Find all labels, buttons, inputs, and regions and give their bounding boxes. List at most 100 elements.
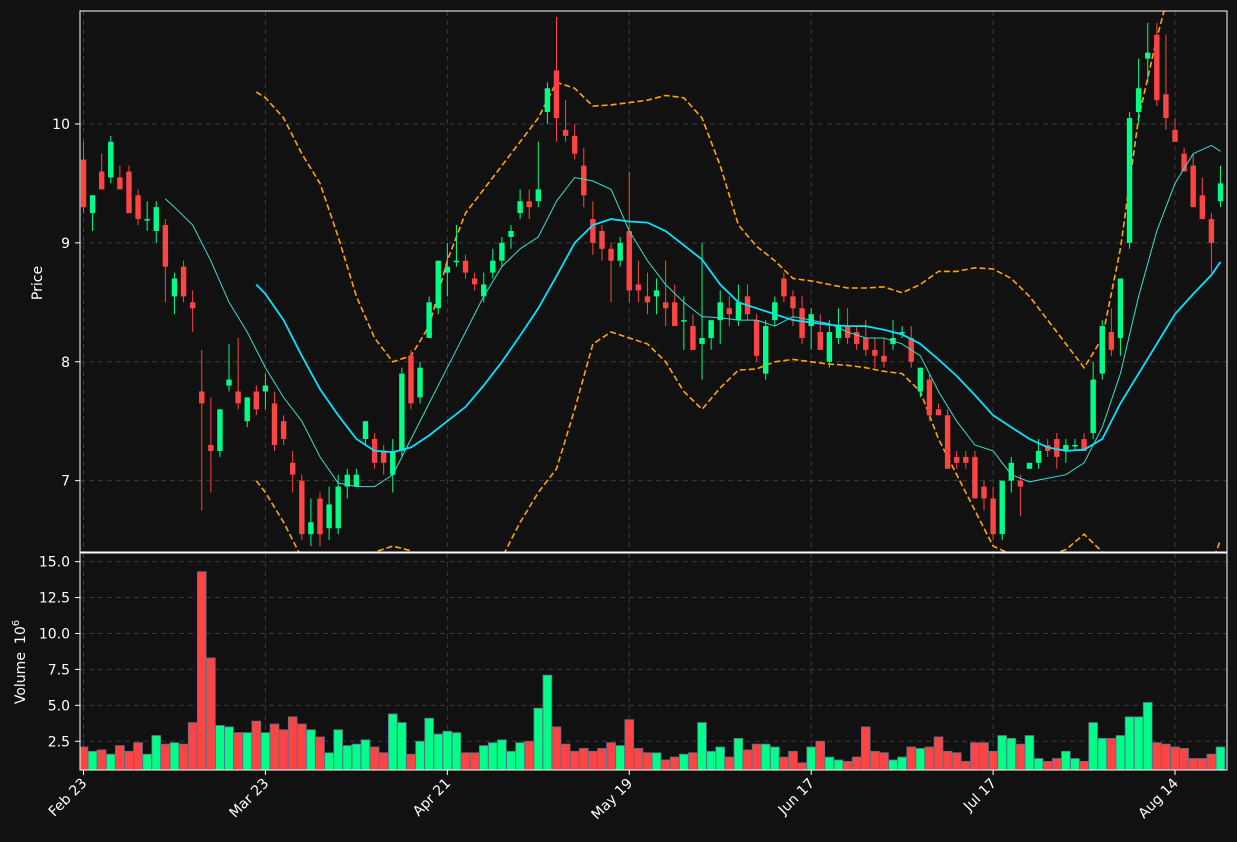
moving-averages: [165, 144, 1222, 488]
candle-body: [317, 498, 323, 535]
volume-bar: [833, 759, 844, 770]
price-tick-label: 7: [61, 474, 70, 490]
candle-body: [408, 355, 414, 404]
volume-bar: [815, 740, 826, 770]
volume-bar: [669, 756, 680, 770]
candle-body: [89, 195, 96, 214]
candle-body: [672, 302, 678, 327]
volume-bar: [415, 740, 425, 770]
candle-body: [208, 444, 214, 451]
volume-bar: [142, 753, 152, 770]
volume-bar: [233, 732, 243, 770]
volume-bar: [506, 750, 516, 770]
candle-body: [726, 308, 733, 315]
moving-average-line: [165, 144, 1221, 488]
volume-bar: [1070, 758, 1080, 770]
volume-bar: [879, 752, 889, 770]
candle-body: [626, 230, 632, 291]
volume-bar: [287, 716, 298, 770]
volume-tick-label: 5.0: [48, 698, 70, 714]
candle-body: [763, 326, 769, 374]
candle-body: [299, 480, 305, 535]
volume-bar: [933, 736, 944, 770]
candle-body: [1099, 326, 1105, 374]
candle-body: [1063, 444, 1069, 451]
volume-bar: [1124, 716, 1135, 770]
candle-body: [517, 201, 523, 214]
candle-body: [990, 498, 996, 535]
candle-body: [553, 70, 560, 119]
candle-body: [335, 486, 341, 529]
volume-tick-label: 12.5: [39, 591, 70, 607]
volume-bar: [342, 745, 353, 770]
candle-body: [708, 320, 714, 338]
candle-body: [290, 462, 296, 475]
candle-body: [1126, 118, 1133, 243]
candle-body: [753, 320, 760, 356]
candle-body: [453, 260, 460, 263]
volume-bar: [715, 746, 726, 770]
price-axes: 7 8 9 10: [52, 10, 1228, 553]
candle-body: [735, 302, 742, 321]
volume-bar: [615, 745, 625, 770]
volume-bar: [688, 752, 698, 770]
candle-body: [462, 260, 469, 273]
volume-bar: [970, 742, 980, 770]
candle-body: [772, 302, 778, 321]
candle-body: [199, 391, 205, 404]
candle-body: [353, 474, 360, 487]
volume-bar: [633, 748, 644, 770]
candle-body: [144, 219, 150, 221]
candle-body: [635, 284, 642, 291]
candle-body: [1017, 480, 1024, 487]
volume-bar: [697, 722, 707, 770]
volume-axis-offset-exponent: 6: [11, 620, 22, 626]
candle-body: [535, 189, 541, 202]
volume-bar: [1197, 758, 1208, 770]
volume-bar: [169, 742, 180, 770]
candle-body: [1090, 379, 1096, 434]
volume-bar: [597, 748, 607, 770]
volume-bar: [105, 753, 116, 770]
candle-body: [1035, 450, 1042, 463]
volume-bar: [1106, 737, 1117, 770]
candle-body: [226, 379, 232, 386]
candle-body: [1054, 439, 1060, 457]
volume-bar: [224, 726, 234, 770]
volume-bar: [260, 732, 271, 770]
volume-bar: [824, 756, 835, 770]
volume-bar: [769, 746, 780, 770]
volume-bar: [497, 739, 507, 770]
candle-body: [699, 337, 705, 344]
volume-bar: [988, 750, 998, 770]
volume-bar: [442, 730, 453, 770]
volume-bar: [897, 756, 907, 770]
volume-bar: [315, 736, 325, 770]
candle-body: [135, 195, 141, 220]
volume-bar: [1179, 748, 1189, 770]
volume-bar: [215, 725, 225, 770]
volume-bar: [870, 750, 880, 770]
volume-bar: [251, 720, 262, 770]
volume-bar: [779, 756, 789, 770]
volume-bar: [1206, 753, 1217, 770]
candle-body: [817, 332, 823, 350]
candle-body: [217, 409, 223, 451]
candle-body: [380, 450, 387, 463]
candle-body: [1117, 278, 1124, 338]
volume-bar: [460, 752, 471, 770]
volume-bar: [151, 735, 162, 770]
volume-bar: [469, 752, 480, 770]
volume-bar: [888, 759, 898, 770]
candle-body: [799, 308, 805, 338]
candle-body: [717, 302, 723, 321]
candle-body: [581, 165, 587, 196]
volume-bar: [196, 571, 207, 770]
candle-body: [162, 225, 169, 267]
volume-bar: [378, 752, 389, 770]
volume-bar: [606, 742, 616, 770]
price-tick-label: 9: [61, 236, 70, 252]
candle-body: [544, 88, 551, 113]
volume-axes: 2.5 5.0 7.5 10.0 12.5 15.0: [39, 552, 1228, 771]
